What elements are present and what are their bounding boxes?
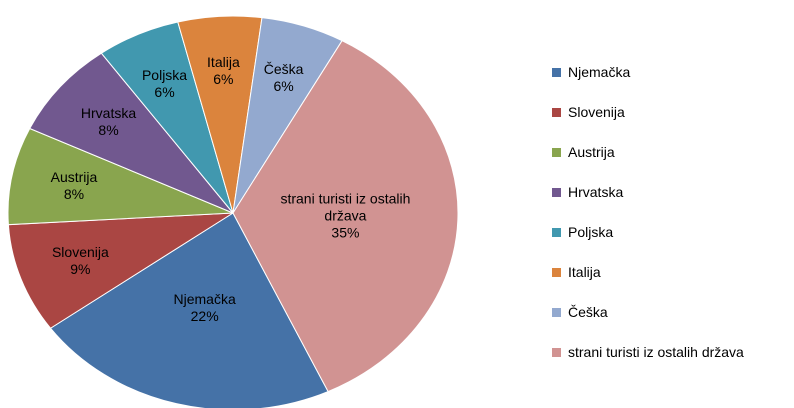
pie-slice (7, 212, 235, 329)
legend-swatch (552, 267, 561, 277)
slice-label-name: Slovenija (51, 243, 109, 260)
slice-label: strani turisti iz ostalih država 35% (280, 191, 410, 242)
legend-swatch (552, 67, 561, 77)
legend-label: Njemačka (568, 64, 631, 80)
slice-label-value: 35% (331, 224, 360, 241)
slice-label-name: Austrija (50, 168, 98, 185)
slice-label-name: Italija (207, 54, 240, 71)
legend-label: Poljska (568, 224, 614, 240)
legend-label: Italija (568, 264, 601, 280)
legend-swatch (552, 347, 561, 357)
legend-swatch (552, 147, 561, 157)
legend-swatch (552, 227, 561, 237)
slice-label-value: 6% (213, 71, 234, 88)
slice-label-value: 22% (190, 308, 219, 325)
legend-label: Austrija (568, 144, 615, 160)
legend-label: Slovenija (568, 104, 625, 120)
slice-label: Njemačka 22% (140, 291, 270, 325)
slice-label: Hrvatska 8% (44, 105, 174, 139)
legend-label: Češka (568, 304, 608, 320)
legend-label: Hrvatska (568, 184, 624, 200)
slice-label-value: 6% (154, 84, 175, 101)
legend-swatch (552, 187, 561, 197)
slice-label-value: 6% (273, 78, 294, 95)
slice-label: Austrija 8% (9, 169, 139, 203)
slice-label: Češka 6% (219, 61, 349, 95)
slice-label: Italija 6% (158, 54, 288, 88)
pie-slice (7, 127, 234, 226)
slice-label-name: Hrvatska (80, 105, 137, 122)
slice-label-name: Njemačka (173, 291, 236, 308)
legend-swatch (552, 307, 561, 317)
slice-label-value: 8% (98, 122, 119, 139)
pie-slice (232, 40, 459, 393)
slice-label-value: 9% (70, 260, 91, 277)
slice-label-value: 8% (63, 185, 85, 202)
legend-label: strani turisti iz ostalih država (568, 344, 744, 360)
slice-label-name: Poljska (141, 67, 188, 84)
slice-label-name: strani turisti iz ostalih država (280, 190, 411, 224)
slice-label-name: Češka (263, 61, 304, 78)
pie-slice (29, 52, 234, 214)
slice-label: Slovenija 9% (15, 244, 145, 278)
legend-swatch (552, 107, 561, 117)
slice-label: Poljska 6% (100, 67, 230, 101)
